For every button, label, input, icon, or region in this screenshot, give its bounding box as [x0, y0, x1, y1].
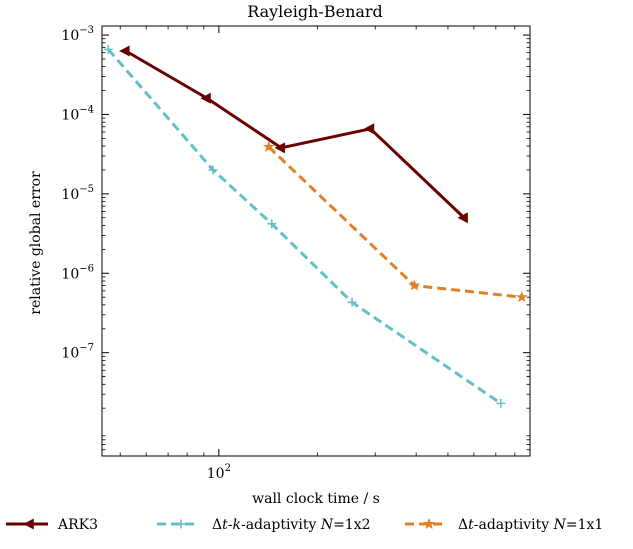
y-tick-label: 10−3	[61, 25, 94, 44]
series-2-point	[103, 44, 113, 54]
y-tick-label: 10−7	[61, 343, 94, 362]
series-1	[119, 45, 468, 224]
plot-area	[103, 44, 528, 408]
series-1-point	[119, 45, 130, 57]
legend: ARK3 Δt-k-adaptivity N=1x2 Δt-adaptivity N…	[6, 517, 603, 533]
y-tick-label: 10−4	[61, 104, 94, 123]
series-1-point	[200, 92, 211, 104]
legend-marker	[423, 517, 435, 529]
x-tick-label: 102	[207, 463, 231, 482]
y-axis-label: relative global error	[28, 171, 44, 315]
legend-label: Δt-adaptivity N=1x1	[458, 517, 603, 533]
series-1-point	[274, 142, 286, 154]
series-1-point	[363, 123, 375, 135]
legend-item-3: Δt-adaptivity N=1x1	[405, 517, 603, 533]
series-3-line	[267, 145, 522, 299]
series-1-point	[457, 212, 468, 224]
series-3-point	[515, 291, 528, 303]
series-2-line	[107, 48, 502, 405]
series-3	[262, 140, 528, 303]
chart-title: Rayleigh-Benard	[247, 2, 383, 21]
series-2-point	[267, 219, 277, 229]
series-2	[103, 44, 506, 408]
legend-marker	[176, 519, 186, 529]
series-2-point	[208, 165, 218, 175]
series-3-point	[408, 279, 421, 291]
y-tick-label: 10−6	[61, 263, 94, 282]
series-1-line	[125, 49, 466, 219]
legend-label: ARK3	[57, 517, 98, 533]
series-2-point	[496, 398, 506, 408]
legend-item-1: ARK3	[6, 517, 98, 533]
legend-item-2: Δt-k-adaptivity N=1x2	[157, 517, 371, 533]
legend-marker	[23, 518, 34, 530]
y-tick-label: 10−5	[61, 184, 94, 203]
axes: 10−3 10−4 10−5 10−6 10−7 102	[61, 25, 531, 482]
x-axis-label: wall clock time / s	[252, 491, 380, 507]
legend-label: Δt-k-adaptivity N=1x2	[212, 517, 371, 533]
series-2-point	[347, 297, 357, 307]
series-3-point	[262, 140, 275, 152]
axes-frame	[101, 25, 531, 457]
